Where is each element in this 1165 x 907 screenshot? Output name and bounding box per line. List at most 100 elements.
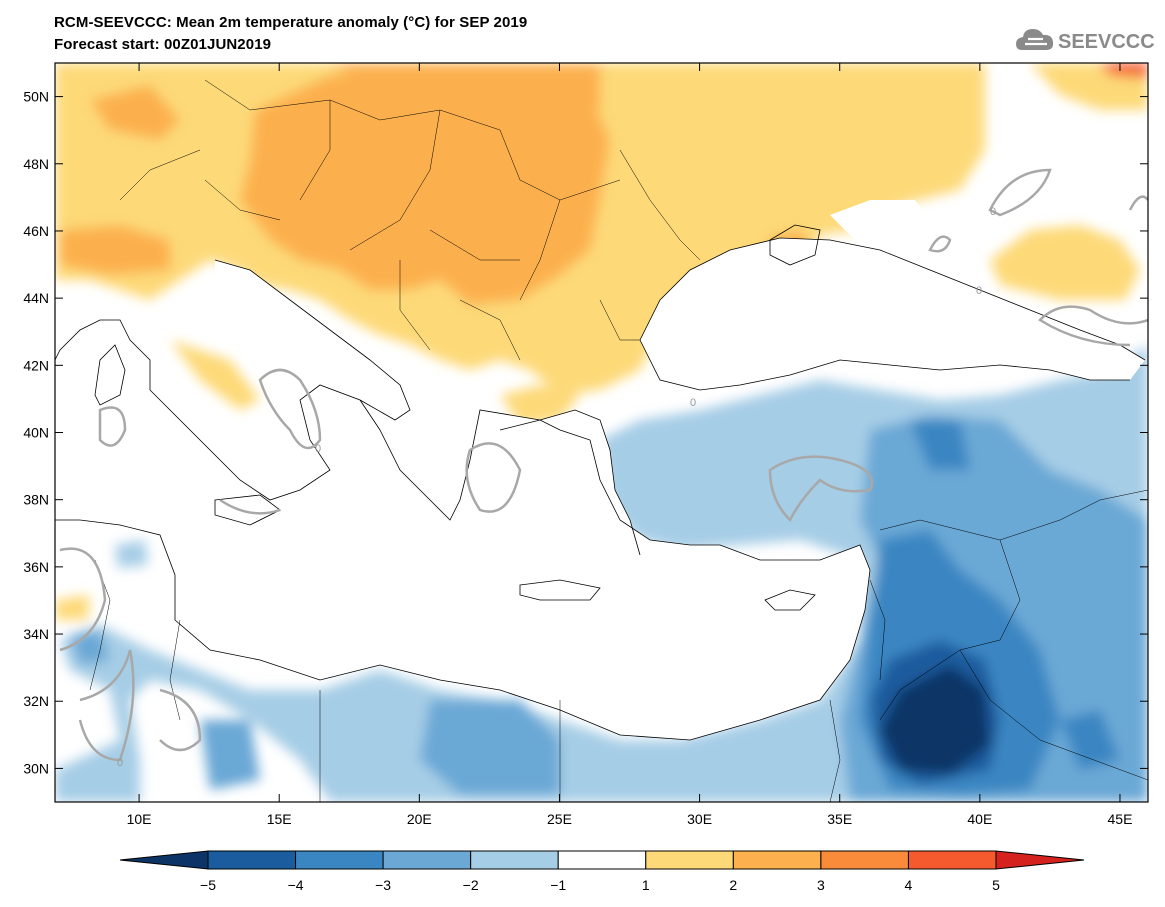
lon-tick-label: 20E <box>407 811 432 827</box>
zero-contour-sardinia <box>98 406 127 447</box>
lat-tick-label: 38N <box>23 492 49 508</box>
anomaly-fill-layer <box>55 63 1148 802</box>
warm-anomaly-region-tunisia <box>55 595 90 620</box>
lat-tick-label: 48N <box>23 156 49 172</box>
sicily-coast <box>214 494 281 526</box>
colorbar-tick-label: 4 <box>905 877 913 893</box>
border-layer <box>89 79 1148 802</box>
seevccc-logo: SEEVCCC <box>1016 29 1155 53</box>
sardinia-coast <box>94 344 126 406</box>
lat-tick-label: 40N <box>23 425 49 441</box>
colorbar-bin <box>732 850 822 870</box>
strong-warm-anomaly-region-nw <box>90 85 180 140</box>
zero-contour-ukraine <box>988 168 1052 217</box>
colorbar-under-triangle <box>119 850 209 870</box>
medium-cold-anomaly-region-egypt <box>420 700 560 795</box>
colorbar-bin <box>382 850 472 870</box>
aegean-sea <box>490 410 640 560</box>
black-sea-coast <box>639 237 1146 391</box>
strong-cold-anomaly-region-east <box>910 420 970 470</box>
strong-warm-anomaly-region <box>240 70 610 305</box>
colorbar-over-triangle <box>995 850 1085 870</box>
zero-contour-tunisia <box>59 547 135 762</box>
lon-tick-label: 40E <box>967 811 992 827</box>
adriatic-sea <box>215 260 410 420</box>
med-north-coast <box>55 319 871 571</box>
lat-tick-label: 44N <box>23 290 49 306</box>
crimea-coast <box>769 224 821 266</box>
sea-of-azov <box>830 200 930 245</box>
sea-mask-layer <box>55 200 1145 740</box>
medium-cold-anomaly-region-tunisia <box>70 630 110 665</box>
strong-warm-anomaly-region-west <box>60 225 170 275</box>
colorbar-tick-label: −4 <box>288 877 304 893</box>
zero-contour-russia <box>928 235 952 253</box>
lon-tick-label: 45E <box>1108 811 1133 827</box>
colorbar-tick-label: 2 <box>729 877 737 893</box>
colorbar-bin <box>907 850 997 870</box>
contour-label: 0 <box>117 757 123 769</box>
zero-contour-italy <box>258 368 322 450</box>
lat-tick-label: 46N <box>23 223 49 239</box>
latitude-axis: 30N 32N 34N 36N 38N 40N 42N 44N 46N 48N 50N <box>23 89 1148 776</box>
extreme-cold-anomaly-core <box>880 665 990 775</box>
strong-cold-anomaly-region-iraq <box>1060 710 1120 770</box>
logo-text: SEEVCCC <box>1058 31 1155 53</box>
zero-contour-layer <box>59 168 1148 762</box>
colorbar-tick-label: −5 <box>200 877 216 893</box>
colorbar-tick-label: −1 <box>550 877 566 893</box>
lon-tick-label: 15E <box>267 811 292 827</box>
warm-anomaly-region-italy <box>170 340 260 410</box>
very-warm-anomaly-spot <box>1100 63 1148 78</box>
colorbar-tick-label: 1 <box>642 877 650 893</box>
longitude-axis: 10E 15E 20E 25E 30E 35E 40E 45E <box>127 63 1133 827</box>
warm-anomaly-region-east <box>990 225 1140 300</box>
lat-tick-label: 30N <box>23 760 49 776</box>
colorbar-bin <box>645 850 734 870</box>
zero-contour-east <box>1038 195 1148 347</box>
black-sea <box>640 238 1145 390</box>
cold-anomaly-region-tunisia <box>115 540 148 568</box>
lon-tick-label: 30E <box>687 811 712 827</box>
colorbar-tick-label: −2 <box>463 877 479 893</box>
colorbar-bin <box>557 850 647 870</box>
lat-tick-label: 34N <box>23 626 49 642</box>
contour-label: 0 <box>315 443 321 455</box>
mediterranean-sea <box>55 320 870 740</box>
lat-tick-label: 32N <box>23 693 49 709</box>
strong-warm-anomaly-region-north <box>330 63 600 120</box>
contour-label: 0 <box>990 206 996 218</box>
lon-tick-label: 35E <box>827 811 852 827</box>
lat-tick-label: 42N <box>23 357 49 373</box>
zero-contour-turkey <box>768 455 874 523</box>
colorbar-bin <box>470 850 559 870</box>
cloud-icon <box>1016 29 1054 50</box>
colorbar-bin <box>207 850 297 870</box>
lon-tick-label: 25E <box>547 811 572 827</box>
border-lines <box>89 79 1148 802</box>
lat-tick-label: 36N <box>23 559 49 575</box>
colorbar-tick-label: 5 <box>992 877 1000 893</box>
medium-cold-anomaly-region-libya <box>200 720 260 790</box>
colorbar-tick-label: −3 <box>375 877 391 893</box>
contour-label: 0 <box>976 285 982 297</box>
map-subtitle: Forecast start: 00Z01JUN2019 <box>54 36 272 53</box>
colorbar-bin <box>820 850 909 870</box>
med-south-coast <box>55 519 871 741</box>
zero-contour-libya <box>159 688 202 752</box>
zero-contour-greece <box>465 442 522 513</box>
coastline-layer <box>55 224 1146 741</box>
colorbar-bin <box>295 850 384 870</box>
italy-coast <box>214 259 411 421</box>
crete-coast <box>519 579 601 601</box>
lat-tick-label: 50N <box>23 89 49 105</box>
zero-contour-balkan <box>219 498 281 515</box>
map-title: RCM-SEEVCCC: Mean 2m temperature anomaly… <box>54 14 528 31</box>
contour-label: 0 <box>690 397 696 409</box>
lon-tick-label: 10E <box>127 811 152 827</box>
aegean-coast <box>499 409 641 556</box>
cyprus-coast <box>764 589 816 611</box>
colorbar-tick-label: 3 <box>817 877 825 893</box>
